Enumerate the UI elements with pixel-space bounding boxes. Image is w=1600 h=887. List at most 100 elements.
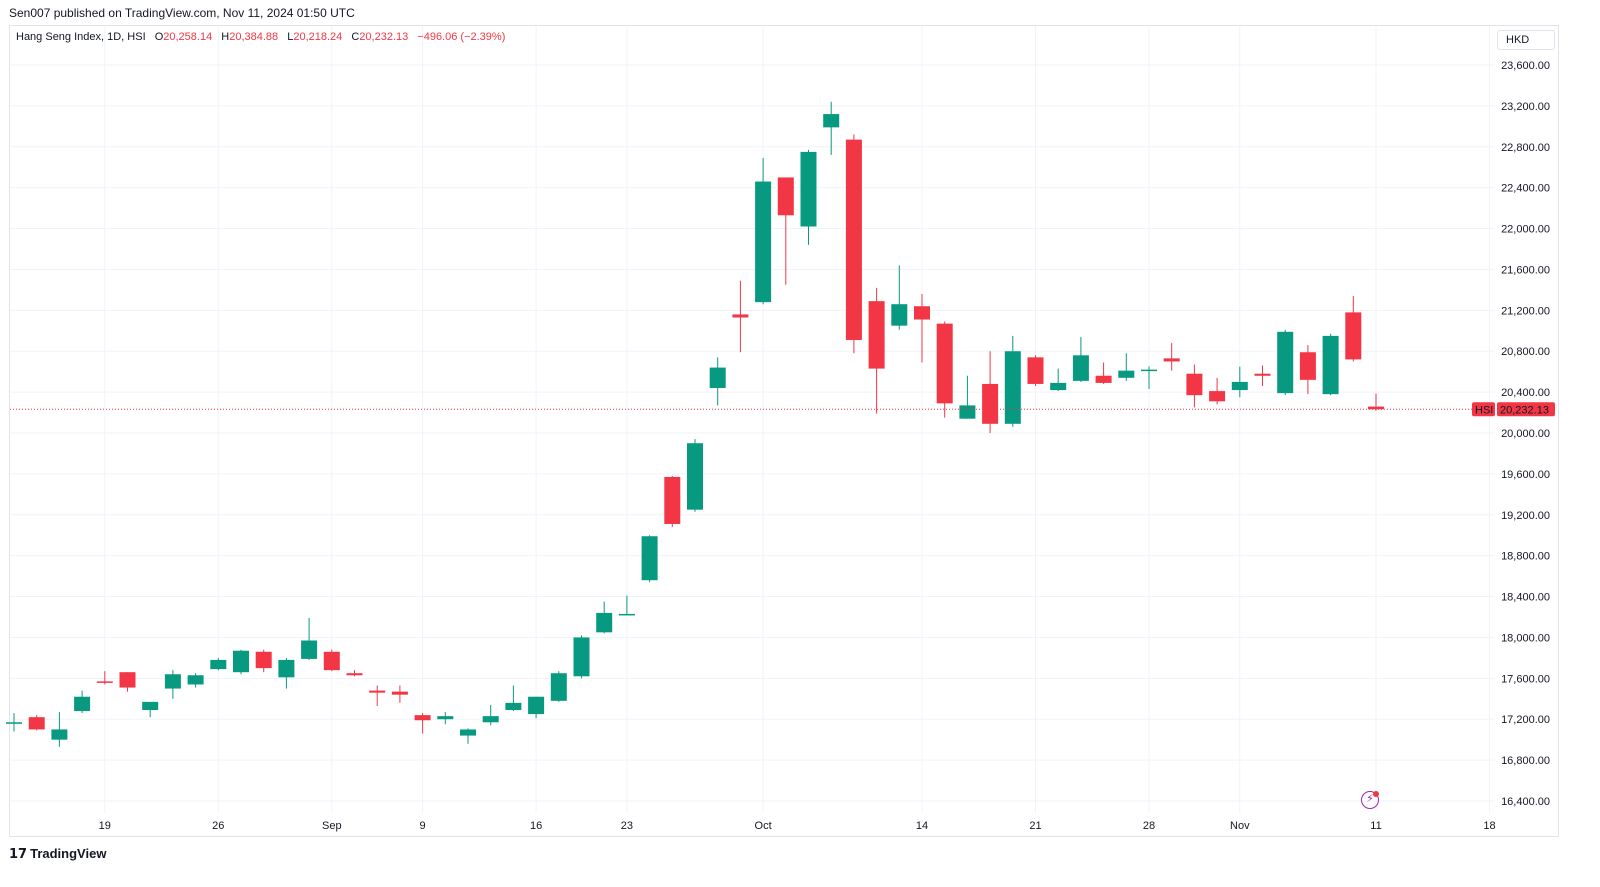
x-tick-label: 19 [99,820,111,832]
candle[interactable] [391,685,408,703]
candle[interactable] [1186,364,1203,408]
tradingview-logo[interactable]: 17 TradingView [9,846,106,862]
candle[interactable] [460,728,476,744]
candle-body [1299,352,1316,380]
candle[interactable] [1050,368,1067,392]
candle[interactable] [482,704,499,726]
candle-body [891,304,908,326]
legend-change: −496.06 (−2.39%) [417,31,506,43]
y-tick-label: 21,200.00 [1501,305,1550,317]
candle[interactable] [914,293,930,363]
candle[interactable] [323,649,340,672]
candle-body [709,367,726,389]
candle[interactable] [414,713,431,734]
candle[interactable] [732,280,749,353]
candle[interactable] [528,696,545,719]
x-tick-label: Sep [322,820,342,832]
candle-body [1345,312,1362,360]
candle[interactable] [346,670,363,677]
candle[interactable] [1368,393,1384,411]
candle-body [391,691,408,695]
candle[interactable] [437,712,454,725]
price-axis: 16,400.00 16,800.00 17,200.00 17,600.00 18,0… [1501,60,1550,808]
x-tick-label: 26 [212,820,224,832]
candle-body [323,651,340,671]
y-tick-label: 22,000.00 [1501,224,1550,236]
candle[interactable] [187,673,204,688]
candle[interactable] [369,685,386,706]
candle-body [96,681,113,683]
candle[interactable] [596,601,613,634]
candle-body [369,690,386,693]
candle[interactable] [1254,365,1271,386]
tradingview-logo-icon: 17 [9,847,28,862]
candle[interactable] [959,375,976,419]
candle[interactable] [1141,366,1157,390]
lightning-icon[interactable]: ⚡ [1361,791,1379,809]
candle[interactable] [1163,343,1180,371]
candle[interactable] [1277,329,1294,396]
candle-body [1322,335,1339,395]
candle[interactable] [28,715,45,731]
candle-body [1254,373,1271,376]
price-tag-symbol: HSI [1475,404,1493,416]
candle[interactable] [74,690,91,714]
candle[interactable] [755,158,772,305]
candle[interactable] [119,672,136,692]
candle[interactable] [573,635,590,679]
candle-body [505,702,522,711]
candle[interactable] [1299,345,1316,395]
candle[interactable] [1231,366,1248,398]
candle-body [914,306,930,320]
candle[interactable] [1345,296,1362,362]
candle[interactable] [982,351,999,433]
candle-body [482,716,499,723]
candle[interactable] [301,618,318,660]
candle[interactable] [550,671,567,702]
currency-selector[interactable]: HKD [1497,30,1555,50]
candle[interactable] [505,685,522,712]
candle[interactable] [1095,362,1112,384]
candle[interactable] [891,265,908,330]
candle[interactable] [641,535,658,583]
candle[interactable] [800,149,817,245]
candle[interactable] [1322,333,1339,396]
candle[interactable] [687,439,703,512]
grid-lines [10,26,1494,813]
candle-body [664,476,681,524]
candle[interactable] [1209,377,1226,405]
candle-body [1027,357,1044,384]
candle-body [142,701,159,711]
candle[interactable] [96,671,113,685]
candle[interactable] [233,649,249,675]
y-tick-label: 20,000.00 [1501,428,1550,440]
candle[interactable] [1027,355,1044,386]
y-tick-label: 18,800.00 [1501,551,1550,563]
candle[interactable] [823,101,840,155]
candle[interactable] [164,670,181,699]
candle[interactable] [936,321,953,418]
candle[interactable] [868,287,885,414]
candle[interactable] [845,134,862,354]
candle[interactable] [255,649,272,673]
candle[interactable] [709,357,726,406]
candle[interactable] [664,475,681,528]
x-tick-label: 14 [916,820,928,832]
ohlc-legend: Hang Seng Index, 1D, HSI O20,258.14 H20,… [16,31,505,43]
y-tick-label: 20,400.00 [1501,387,1550,399]
candle[interactable] [142,701,159,718]
candle[interactable] [51,712,68,747]
candle-body [1050,382,1067,391]
candle-body [414,715,431,721]
x-tick-label: 23 [621,820,633,832]
candle[interactable] [1072,336,1089,382]
candle[interactable] [210,657,227,671]
candle[interactable] [1004,335,1021,427]
candle[interactable] [618,595,635,616]
candle[interactable] [278,657,295,689]
candle[interactable] [6,713,22,732]
candle[interactable] [777,177,794,285]
x-tick-label: 28 [1143,820,1155,832]
candle[interactable] [1118,353,1135,381]
